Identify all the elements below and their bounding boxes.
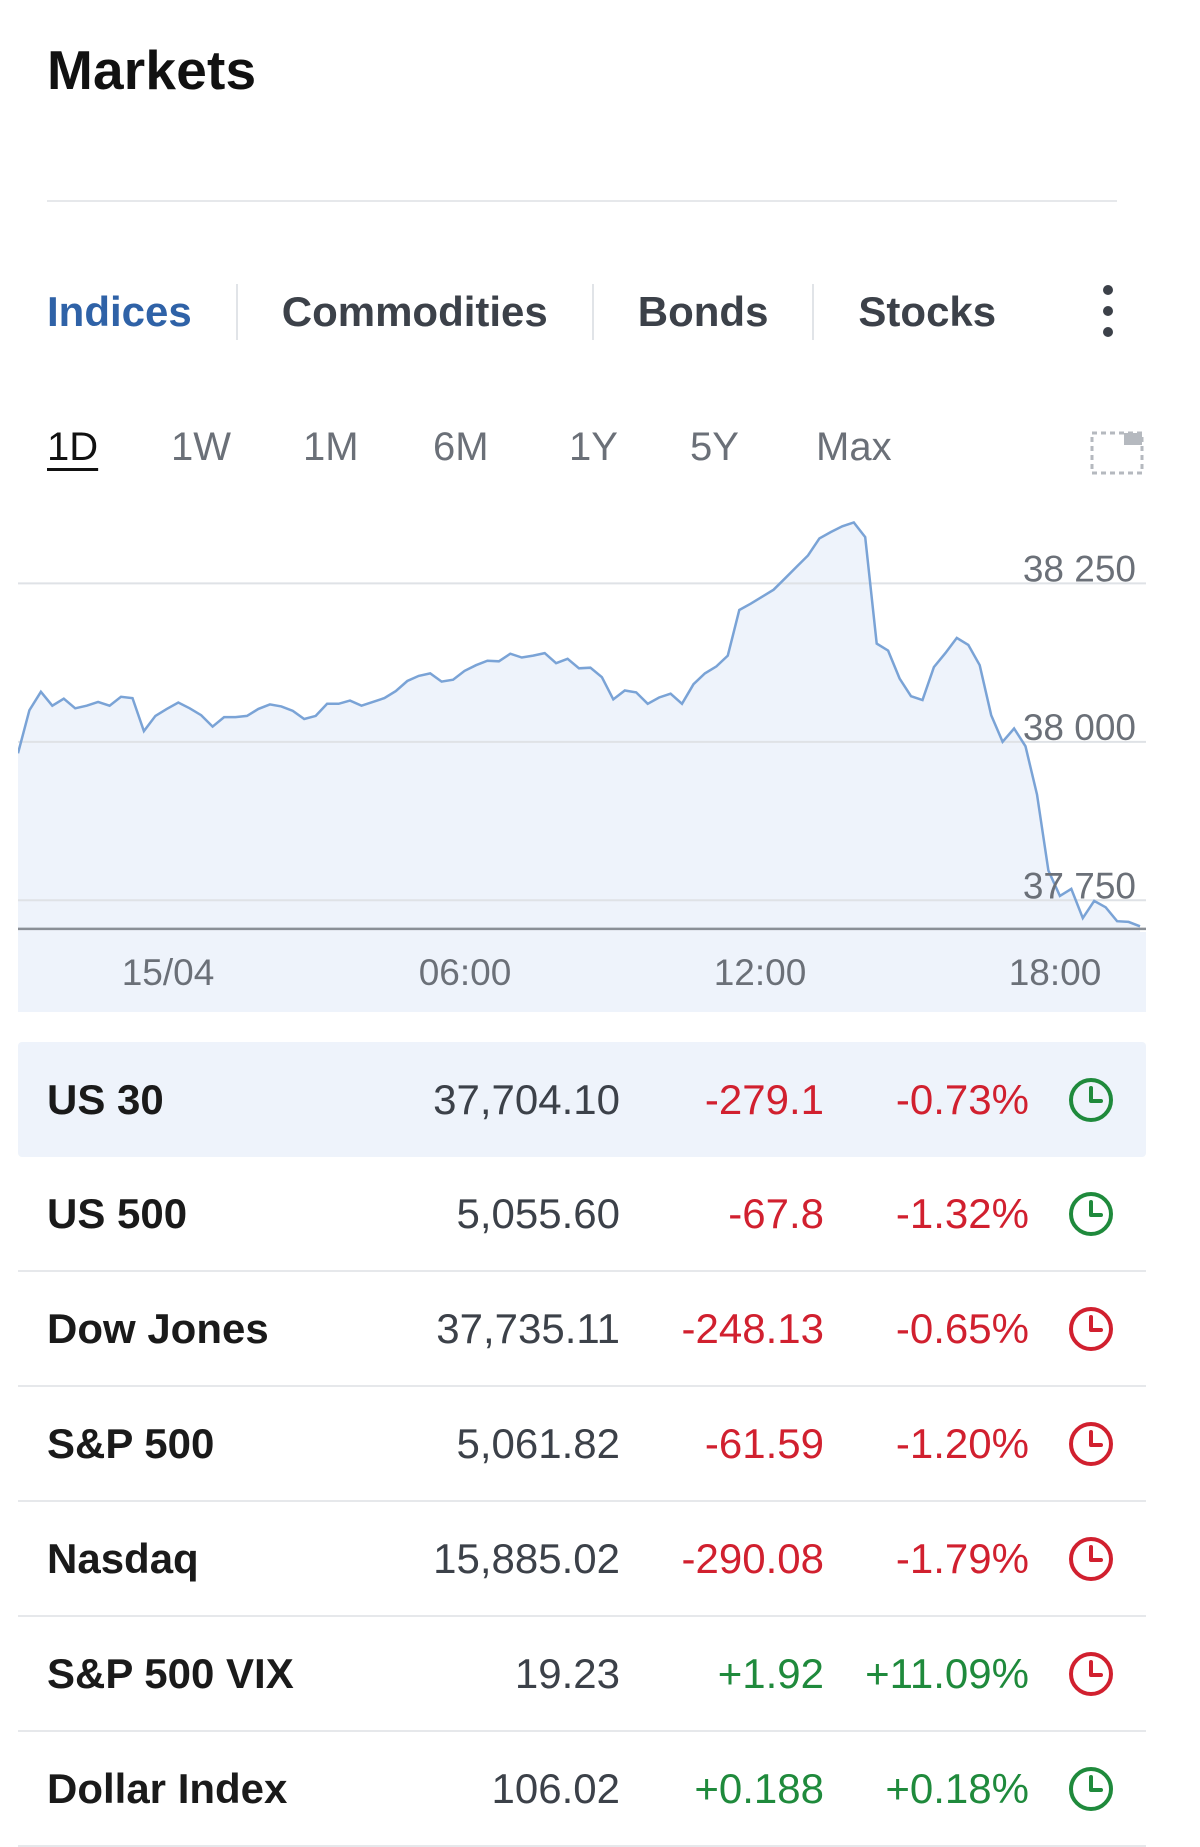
x-axis-band [18, 932, 1146, 1012]
quote-change-percent: +11.09% [865, 1649, 1029, 1697]
chart-line [18, 521, 1141, 928]
y-tick-label: 38 250 [1023, 548, 1136, 589]
quote-name: S&P 500 VIX [47, 1649, 294, 1697]
time-range-selector: 1D 1W 1M 6M 1Y 5Y Max [47, 425, 892, 470]
quote-change-percent: -1.32% [895, 1189, 1029, 1237]
ellipsis-dot [1103, 327, 1113, 337]
range-1w[interactable]: 1W [171, 425, 231, 469]
quote-name: US 500 [47, 1189, 188, 1237]
tab-indices[interactable]: Indices [47, 288, 192, 335]
quote-row[interactable]: Dollar Index 106.02 +0.188 +0.18% [18, 1732, 1146, 1847]
tab-separator [812, 284, 815, 340]
quote-change: +0.188 [694, 1764, 824, 1812]
range-max[interactable]: Max [816, 425, 892, 469]
quote-last-price: 37,704.10 [433, 1075, 620, 1123]
quote-name: Nasdaq [47, 1534, 199, 1582]
x-tick-label: 18:00 [1009, 952, 1102, 993]
vertical-ellipsis-icon[interactable] [1096, 285, 1120, 337]
clock-icon [1067, 1765, 1115, 1813]
ellipsis-dot [1103, 306, 1113, 316]
clock-icon [1067, 1305, 1115, 1353]
x-tick-label: 15/04 [122, 952, 215, 993]
quote-change-percent: -0.65% [895, 1304, 1029, 1352]
range-6m[interactable]: 6M [433, 425, 489, 469]
quotes-table: US 30 37,704.10 -279.1 -0.73% US 500 5,055.60… [18, 1042, 1146, 1847]
quote-change-percent: -1.20% [895, 1419, 1029, 1467]
quote-name: US 30 [47, 1075, 164, 1123]
market-tabs: Indices Commodities Bonds Stocks [47, 280, 996, 344]
clock-icon [1067, 1535, 1115, 1583]
quote-name: Dow Jones [47, 1304, 269, 1352]
quote-last-price: 5,061.82 [456, 1419, 621, 1467]
quote-change: -67.8 [728, 1189, 824, 1237]
quote-name: Dollar Index [47, 1764, 288, 1812]
quote-change-percent: -0.73% [895, 1075, 1029, 1123]
quote-last-price: 5,055.60 [456, 1189, 621, 1237]
x-tick-label: 12:00 [714, 952, 807, 993]
quote-change: -290.08 [681, 1534, 824, 1582]
quote-change: -279.1 [704, 1075, 824, 1123]
y-tick-label: 38 000 [1023, 707, 1136, 748]
quote-change-percent: +0.18% [885, 1764, 1029, 1812]
quote-row[interactable]: US 30 37,704.10 -279.1 -0.73% [18, 1042, 1146, 1157]
range-1d[interactable]: 1D [47, 425, 99, 469]
tab-stocks[interactable]: Stocks [858, 288, 997, 335]
tab-bonds[interactable]: Bonds [637, 288, 769, 335]
quote-last-price: 37,735.11 [436, 1304, 620, 1352]
quote-row[interactable]: Dow Jones 37,735.11 -248.13 -0.65% [18, 1272, 1146, 1387]
quote-row[interactable]: US 500 5,055.60 -67.8 -1.32% [18, 1157, 1146, 1272]
y-tick-label: 37 750 [1023, 865, 1136, 906]
quote-last-price: 15,885.02 [433, 1534, 620, 1582]
price-chart: 38 250 38 000 37 750 15/04 06:00 12:00 18:00 [18, 520, 1146, 1012]
clock-icon [1067, 1190, 1115, 1238]
header-divider [47, 200, 1117, 202]
expand-icon[interactable] [1090, 430, 1144, 475]
clock-icon [1067, 1650, 1115, 1698]
range-1m[interactable]: 1M [303, 425, 359, 469]
tab-commodities[interactable]: Commodities [281, 288, 548, 335]
quote-change: -61.59 [704, 1419, 824, 1467]
quote-name: S&P 500 [47, 1419, 215, 1467]
range-5y[interactable]: 5Y [690, 425, 739, 469]
quote-change: +1.92 [717, 1649, 824, 1697]
x-tick-label: 06:00 [419, 952, 512, 993]
clock-icon [1067, 1076, 1115, 1124]
quote-change-percent: -1.79% [895, 1534, 1029, 1582]
tab-separator [591, 284, 594, 340]
range-1y[interactable]: 1Y [569, 425, 618, 469]
quote-row[interactable]: S&P 500 5,061.82 -61.59 -1.20% [18, 1387, 1146, 1502]
chart-area [18, 522, 1140, 932]
clock-icon [1067, 1420, 1115, 1468]
quote-row[interactable]: S&P 500 VIX 19.23 +1.92 +11.09% [18, 1617, 1146, 1732]
quote-change: -248.13 [681, 1304, 824, 1352]
quote-row[interactable]: Nasdaq 15,885.02 -290.08 -1.79% [18, 1502, 1146, 1617]
page-title: Markets [47, 39, 257, 101]
tab-separator [235, 284, 238, 340]
quote-last-price: 106.02 [491, 1764, 620, 1812]
quote-last-price: 19.23 [514, 1649, 620, 1697]
ellipsis-dot [1103, 285, 1113, 295]
